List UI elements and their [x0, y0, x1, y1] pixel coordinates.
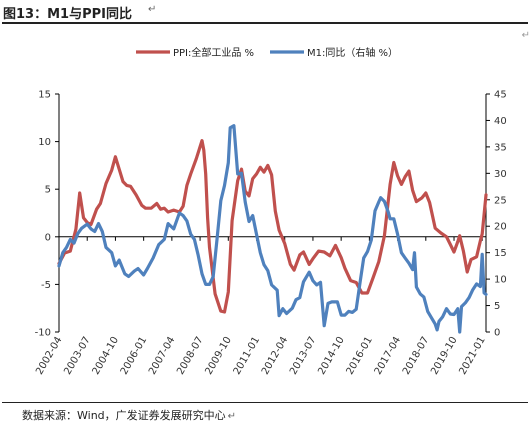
figure-title: 图13：M1与PPI同比 — [3, 7, 132, 22]
right-y-tick-label: 0 — [494, 328, 500, 339]
right-y-tick-label: 25 — [494, 195, 507, 206]
right-y-tick-label: 45 — [494, 90, 507, 101]
figure-title-bar: 图13：M1与PPI同比 ↵ — [0, 0, 532, 22]
right-y-tick-label: 15 — [494, 248, 507, 259]
x-tick-label: 2008-07 — [175, 335, 205, 377]
data-source-note: 数据来源：Wind，广发证券发展研究中心 ↵ — [22, 407, 236, 423]
x-tick-label: 2011-01 — [232, 335, 262, 377]
x-tick-label: 2002-04 — [34, 335, 64, 377]
x-tick-label: 2019-10 — [429, 335, 459, 377]
right-y-tick-label: 10 — [494, 275, 507, 286]
x-tick-label: 2014-10 — [316, 335, 346, 377]
data-source-text: 数据来源：Wind，广发证券发展研究中心 — [22, 409, 226, 422]
legend-m1-label: M1:同比（右轴 %） — [307, 46, 398, 59]
x-tick-label: 2017-04 — [373, 335, 403, 377]
x-tick-label: 2007-04 — [147, 335, 177, 377]
x-tick-label: 2003-07 — [62, 335, 92, 377]
right-y-tick-label: 30 — [494, 169, 507, 180]
x-tick-label: 2013-07 — [288, 335, 318, 377]
left-y-tick-label: 5 — [45, 185, 51, 196]
return-mark-icon: ↵ — [148, 4, 157, 15]
source-return-mark-icon: ↵ — [227, 411, 237, 422]
left-y-tick-label: 0 — [45, 232, 51, 243]
x-tick-label: 2016-01 — [345, 335, 375, 377]
x-tick-label: 2021-01 — [457, 335, 487, 377]
corner-return-mark-icon: ↵ — [521, 30, 530, 41]
ppi-series-line — [57, 139, 488, 314]
left-y-tick-label: 10 — [38, 137, 51, 148]
m1-series-line — [57, 124, 488, 334]
x-tick-label: 2009-10 — [203, 335, 233, 377]
left-y-tick-label: -5 — [41, 280, 51, 291]
title-divider — [2, 22, 528, 24]
right-y-tick-label: 40 — [494, 116, 507, 127]
footer-divider — [2, 402, 528, 403]
x-tick-label: 2004-10 — [91, 335, 121, 377]
right-y-tick-label: 35 — [494, 142, 507, 153]
left-y-tick-label: 15 — [38, 90, 51, 101]
right-y-tick-label: 5 — [494, 301, 500, 312]
legend-ppi-label: PPI:全部工业品 % — [173, 46, 254, 59]
right-y-tick-label: 20 — [494, 222, 507, 233]
x-tick-label: 2006-01 — [119, 335, 149, 377]
x-tick-label: 2018-07 — [401, 335, 431, 377]
left-y-tick-label: -10 — [35, 328, 51, 339]
x-tick-label: 2012-04 — [260, 335, 290, 377]
